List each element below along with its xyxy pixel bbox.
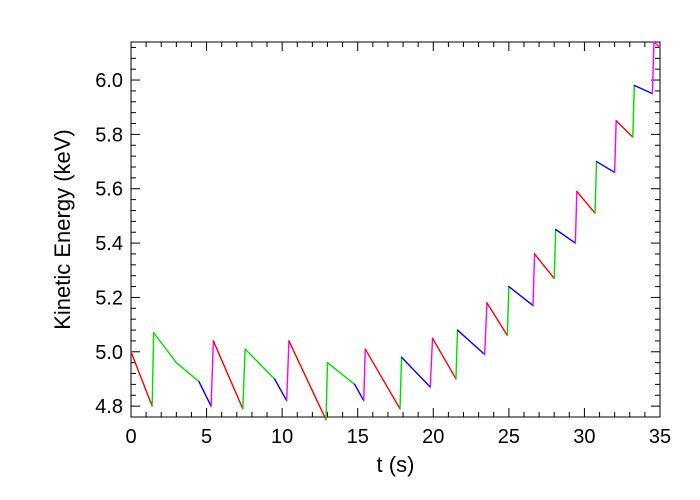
x-tick-label: 0 [125,426,136,448]
series-segment [429,337,434,388]
series-segment [325,361,329,421]
x-tick-label: 15 [347,426,369,448]
series-segment [651,41,655,95]
series-segment [242,348,246,410]
series-segment [400,356,431,388]
series-segment [152,332,178,364]
series-segment [653,41,661,49]
series-segment [399,356,403,410]
y-tick-label: 5.2 [95,287,123,309]
y-tick-label: 6.0 [95,70,123,92]
series-segment [288,340,327,421]
series-segment [456,329,486,356]
series-segment [486,302,509,337]
series-segment [431,337,457,380]
series-segment [633,84,654,95]
series-segment [532,253,536,307]
series-segment [553,228,557,280]
series-segment [594,160,598,214]
series-segment [533,253,555,280]
series-segment [455,329,459,380]
series-segment [210,340,215,407]
plot-area [130,41,661,418]
series-segment [198,380,212,407]
series-segment [574,190,578,244]
y-tick-label: 5.0 [95,342,123,364]
x-tick-label: 30 [573,426,595,448]
series-segment [555,228,577,244]
x-axis-ticks: 0 5 10 15 20 25 30 35 [125,42,671,448]
series-segment [576,190,596,214]
series-segment [613,120,617,174]
series-segment [595,160,616,174]
series-segment [175,361,200,383]
series-segment [212,340,244,410]
x-tick-label: 25 [498,426,520,448]
series-segment [506,285,510,337]
y-tick-label: 5.6 [95,179,123,201]
series-segment [273,378,288,402]
x-tick-label: 35 [649,426,671,448]
x-tick-label: 20 [422,426,444,448]
x-tick-label: 5 [201,426,212,448]
series-segment [615,120,634,138]
y-tick-label: 5.4 [95,233,123,255]
series-segment [353,383,365,402]
y-axis-title: Kinetic Energy (keV) [50,129,75,330]
series-segment [326,361,356,386]
series-layer [130,41,661,421]
y-tick-label: 4.8 [95,396,123,418]
series-segment [130,351,153,407]
series-segment [483,302,488,356]
y-tick-label: 5.8 [95,124,123,146]
x-tick-label: 10 [271,426,293,448]
series-segment [364,348,401,410]
series-segment [632,84,636,138]
series-segment [151,332,155,407]
y-axis-ticks: 4.8 5.0 5.2 5.4 5.6 5.8 6.0 [95,46,660,418]
x-axis-title: t (s) [377,452,415,477]
series-segment [285,340,290,402]
series-segment [508,285,534,307]
series-segment [363,348,366,402]
series-segment [244,348,276,380]
